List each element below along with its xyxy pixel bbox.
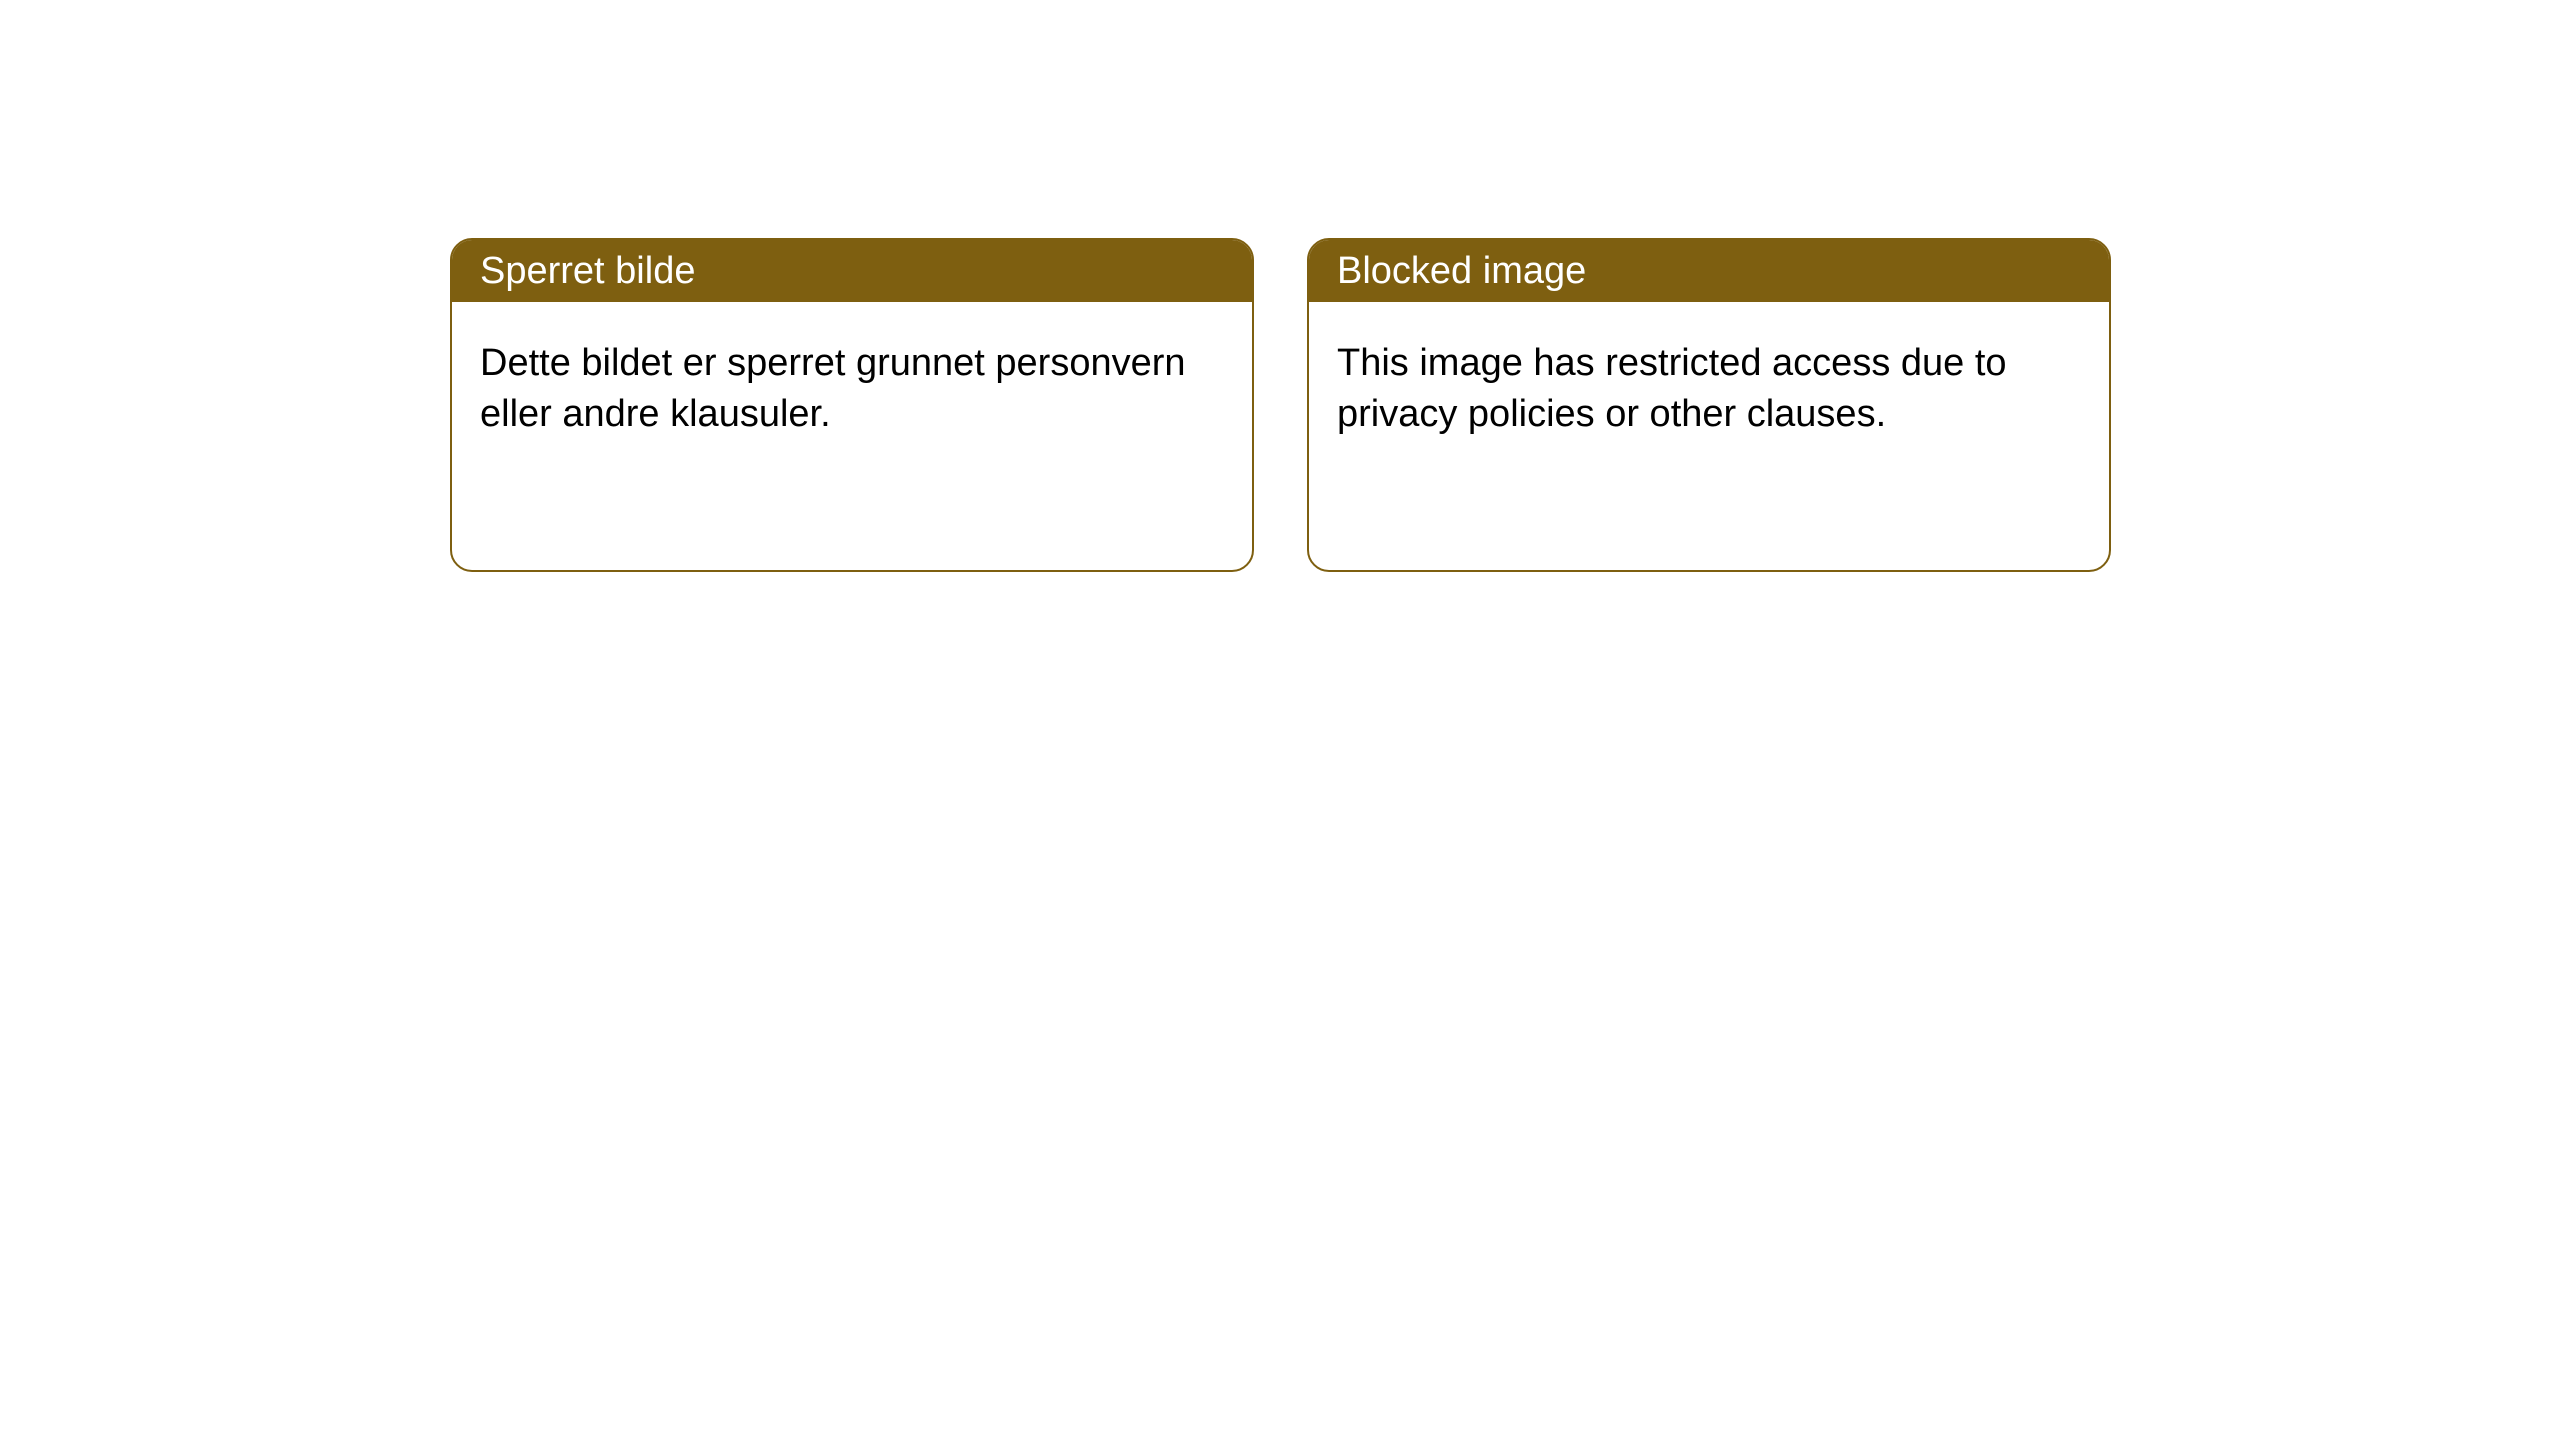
notice-card-english: Blocked image This image has restricted … bbox=[1307, 238, 2111, 572]
notice-title: Sperret bilde bbox=[480, 250, 695, 293]
notice-body: Dette bildet er sperret grunnet personve… bbox=[452, 302, 1252, 477]
notice-header: Sperret bilde bbox=[452, 240, 1252, 302]
notice-body: This image has restricted access due to … bbox=[1309, 302, 2109, 477]
notice-header: Blocked image bbox=[1309, 240, 2109, 302]
notice-title: Blocked image bbox=[1337, 250, 1586, 293]
notice-text: Dette bildet er sperret grunnet personve… bbox=[480, 342, 1186, 435]
notice-text: This image has restricted access due to … bbox=[1337, 342, 2007, 435]
notice-card-norwegian: Sperret bilde Dette bildet er sperret gr… bbox=[450, 238, 1254, 572]
notice-container: Sperret bilde Dette bildet er sperret gr… bbox=[450, 238, 2111, 572]
